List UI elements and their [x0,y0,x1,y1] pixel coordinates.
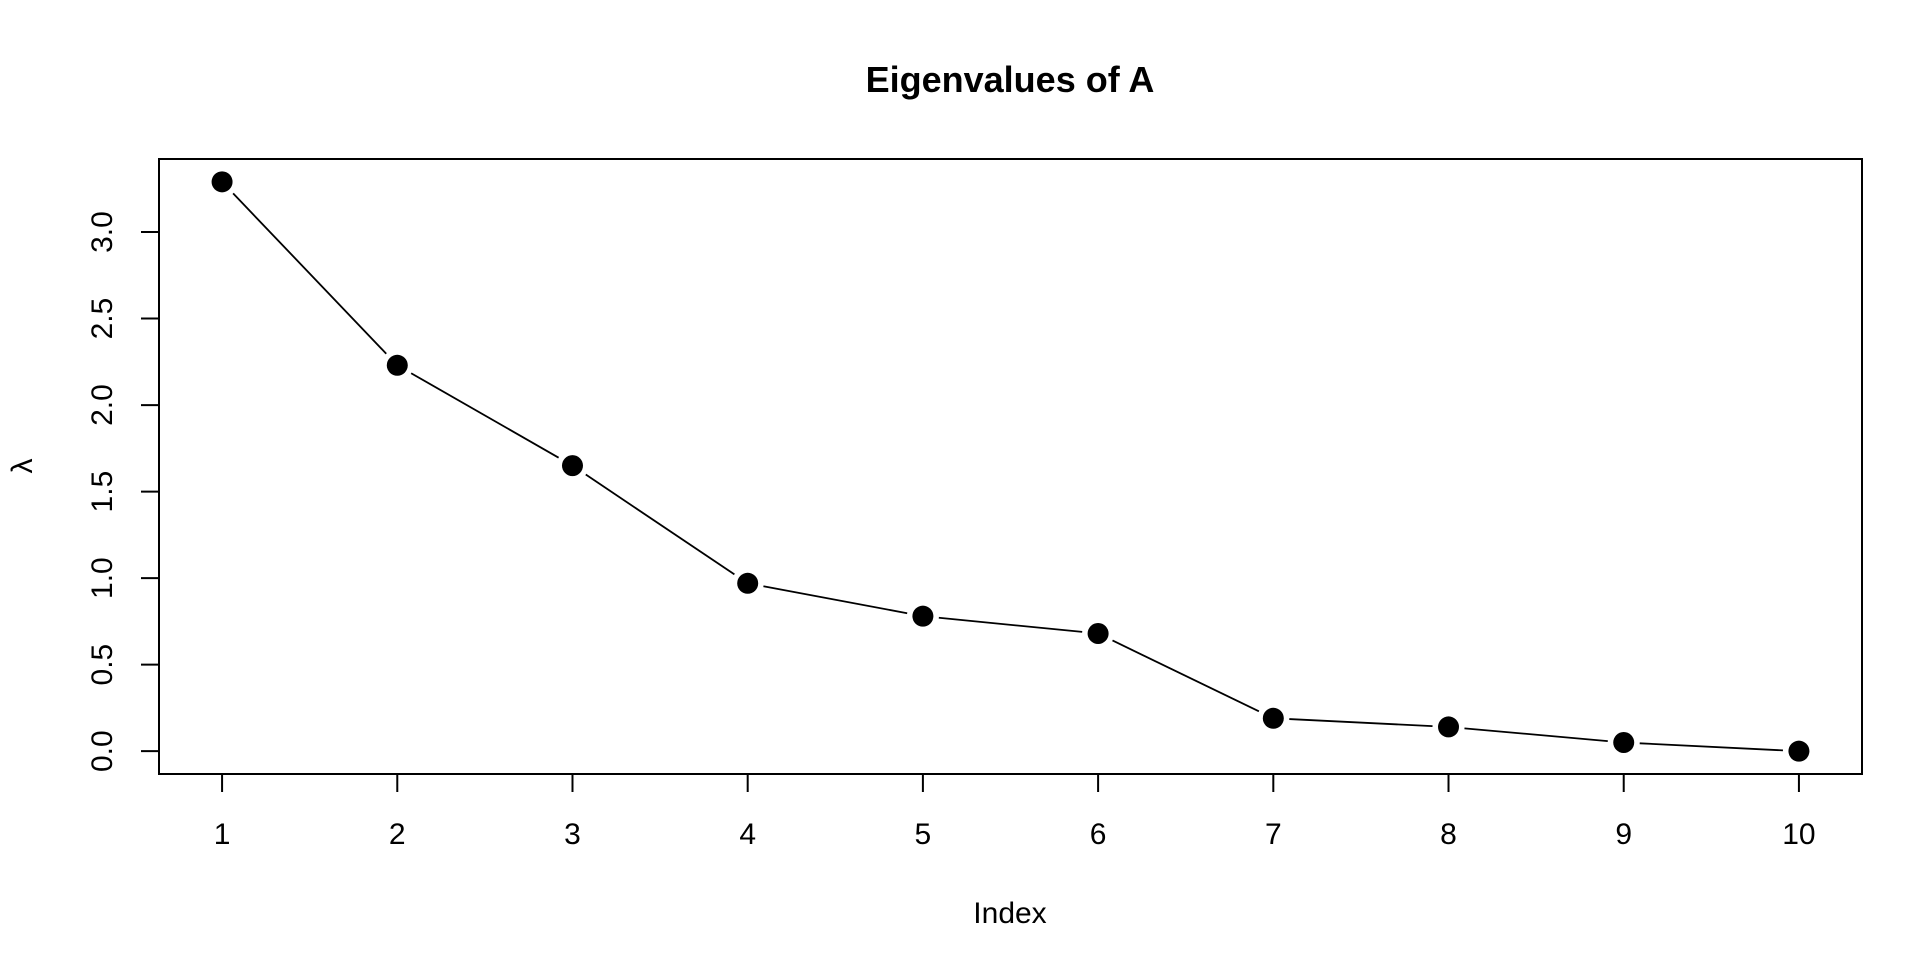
x-tick-label: 7 [1265,818,1282,851]
y-axis-label: λ [6,459,39,474]
x-tick-label: 9 [1615,818,1632,851]
plot-frame [158,158,1863,775]
series-line-segment [1639,742,1783,752]
x-tick-label: 4 [739,818,756,851]
data-point [1262,707,1284,729]
series-line-segment [763,585,908,615]
series-points-group [211,171,1810,762]
x-axis: 1 2 3 4 5 6 7 8 9 10 [214,774,1816,851]
data-point [386,354,408,376]
series-line-segment [232,192,387,355]
y-tick-label: 1.5 [86,471,119,513]
series-line-segment [1112,639,1260,713]
y-axis: 0.0 0.5 1.0 1.5 2.0 2.5 3.0 [86,211,159,772]
series-line-group [232,192,1783,752]
y-tick-label: 3.0 [86,211,119,253]
data-point [1087,622,1109,644]
series-line-segment [410,372,560,459]
chart-title: Eigenvalues of A [866,59,1155,100]
x-tick-label: 2 [389,818,406,851]
x-tick-label: 6 [1090,818,1107,851]
x-tick-label: 1 [214,818,231,851]
data-point [211,171,233,193]
x-tick-label: 8 [1440,818,1457,851]
series-line-segment [1289,718,1433,728]
series-line-segment [1464,727,1608,742]
y-tick-label: 1.0 [86,557,119,599]
data-point [1438,716,1460,738]
y-tick-label: 0.0 [86,730,119,772]
y-tick-label: 0.5 [86,644,119,686]
x-tick-label: 3 [564,818,581,851]
data-point [737,572,759,594]
data-point [1788,740,1810,762]
x-tick-label: 10 [1782,818,1815,851]
series-line-segment [585,473,735,576]
data-point [912,605,934,627]
series-line-segment [938,616,1083,633]
y-tick-label: 2.0 [86,384,119,426]
data-point [561,455,583,477]
data-point [1613,732,1635,754]
x-tick-label: 5 [915,818,932,851]
x-axis-label: Index [973,897,1046,930]
y-tick-label: 2.5 [86,298,119,340]
